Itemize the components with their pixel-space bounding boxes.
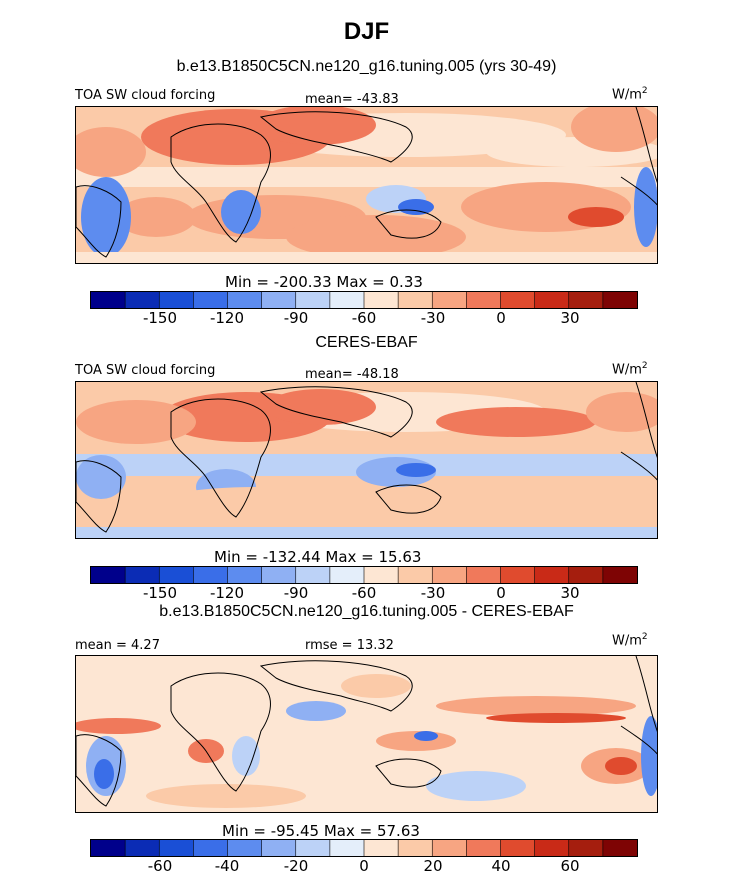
colorbar-swatch [602, 567, 637, 583]
colorbar-tick: 0 [496, 584, 506, 602]
panel-3-map [75, 655, 658, 813]
panel-2-map [75, 381, 658, 539]
colorbar-swatch [125, 292, 160, 308]
colorbar-swatch [261, 292, 297, 308]
colorbar-tick: 40 [491, 857, 511, 875]
colorbar-tick: -120 [209, 309, 245, 327]
colorbar-swatch [193, 292, 229, 308]
colorbar-swatch [500, 567, 536, 583]
colorbar-swatch [500, 840, 536, 856]
colorbar-tick: 0 [496, 309, 506, 327]
colorbar-swatch [398, 292, 433, 308]
colorbar-swatch [193, 567, 229, 583]
panel-3-rmse-label: rmse = 13.32 [305, 638, 394, 653]
panel-1-mean-label: mean= -43.83 [305, 92, 399, 107]
panel-2-variable-label: TOA SW cloud forcing [75, 363, 216, 378]
colorbar-swatch [159, 292, 194, 308]
colorbar-swatch [568, 292, 604, 308]
colorbar-tick: -30 [420, 309, 446, 327]
panel-2-colorbar-ticks: -150 -120 -90 -60 -30 0 30 [90, 584, 638, 602]
colorbar-swatch [329, 567, 365, 583]
colorbar-swatch [295, 567, 331, 583]
page-title: DJF [343, 18, 390, 45]
colorbar-tick: -150 [142, 584, 178, 602]
colorbar-tick: 30 [560, 309, 580, 327]
colorbar-tick: 60 [560, 857, 580, 875]
colorbar-tick: -60 [351, 309, 377, 327]
colorbar-swatch [91, 840, 126, 856]
colorbar-tick: -120 [209, 584, 245, 602]
panel-1-colorbar [90, 291, 638, 309]
colorbar-swatch [159, 567, 194, 583]
colorbar-tick: -150 [142, 309, 178, 327]
colorbar-swatch [534, 840, 570, 856]
colorbar-swatch [398, 567, 433, 583]
colorbar-swatch [466, 292, 502, 308]
colorbar-swatch [568, 840, 604, 856]
colorbar-swatch [602, 292, 637, 308]
colorbar-swatch [329, 292, 365, 308]
panel-1-map [75, 106, 658, 264]
colorbar-swatch [364, 840, 399, 856]
panel-3-colorbar-ticks: -60 -40 -20 0 20 40 60 [90, 857, 638, 875]
colorbar-tick: -40 [214, 857, 240, 875]
colorbar-swatch [125, 840, 160, 856]
colorbar-tick: 30 [560, 584, 580, 602]
colorbar-swatch [432, 840, 467, 856]
colorbar-swatch [295, 292, 331, 308]
colorbar-swatch [432, 292, 467, 308]
colorbar-swatch [159, 840, 194, 856]
panel-2-colorbar [90, 566, 638, 584]
panel-2-units-label: W/m2 [612, 361, 648, 378]
colorbar-swatch [364, 292, 399, 308]
panel-1-colorbar-ticks: -150 -120 -90 -60 -30 0 30 [90, 309, 638, 327]
colorbar-tick: -90 [283, 584, 309, 602]
colorbar-swatch [227, 567, 263, 583]
colorbar-swatch [261, 840, 297, 856]
panel-3-colorbar [90, 839, 638, 857]
colorbar-swatch [193, 840, 229, 856]
colorbar-tick: -90 [283, 309, 309, 327]
colorbar-swatch [602, 840, 637, 856]
colorbar-swatch [91, 567, 126, 583]
panel-2-min-max: Min = -132.44 Max = 15.63 [214, 548, 422, 566]
colorbar-swatch [295, 840, 331, 856]
panel-3-min-max: Min = -95.45 Max = 57.63 [222, 822, 420, 840]
panel-3-header: b.e13.B1850C5CN.ne120_g16.tuning.005 - C… [159, 603, 574, 620]
colorbar-swatch [568, 567, 604, 583]
colorbar-tick: -20 [283, 857, 309, 875]
colorbar-swatch [227, 292, 263, 308]
colorbar-swatch [329, 840, 365, 856]
panel-2-mean-label: mean= -48.18 [305, 367, 399, 382]
colorbar-swatch [125, 567, 160, 583]
colorbar-tick: 20 [423, 857, 443, 875]
colorbar-swatch [466, 840, 502, 856]
panel-1-header: b.e13.B1850C5CN.ne120_g16.tuning.005 (yr… [176, 58, 557, 75]
colorbar-swatch [398, 840, 433, 856]
colorbar-tick: -60 [351, 584, 377, 602]
panel-1-units-label: W/m2 [612, 86, 648, 103]
colorbar-swatch [364, 567, 399, 583]
panel-1-variable-label: TOA SW cloud forcing [75, 88, 216, 103]
colorbar-swatch [261, 567, 297, 583]
colorbar-swatch [500, 292, 536, 308]
colorbar-tick: -30 [420, 584, 446, 602]
colorbar-swatch [534, 292, 570, 308]
colorbar-swatch [534, 567, 570, 583]
colorbar-swatch [432, 567, 467, 583]
panel-3-units-label: W/m2 [612, 632, 648, 649]
colorbar-tick: -60 [147, 857, 173, 875]
colorbar-tick: 0 [359, 857, 369, 875]
panel-1-min-max: Min = -200.33 Max = 0.33 [225, 273, 423, 291]
colorbar-swatch [91, 292, 126, 308]
panel-3-mean-label: mean = 4.27 [75, 638, 160, 653]
colorbar-swatch [227, 840, 263, 856]
colorbar-swatch [466, 567, 502, 583]
panel-2-header: CERES-EBAF [315, 334, 418, 351]
